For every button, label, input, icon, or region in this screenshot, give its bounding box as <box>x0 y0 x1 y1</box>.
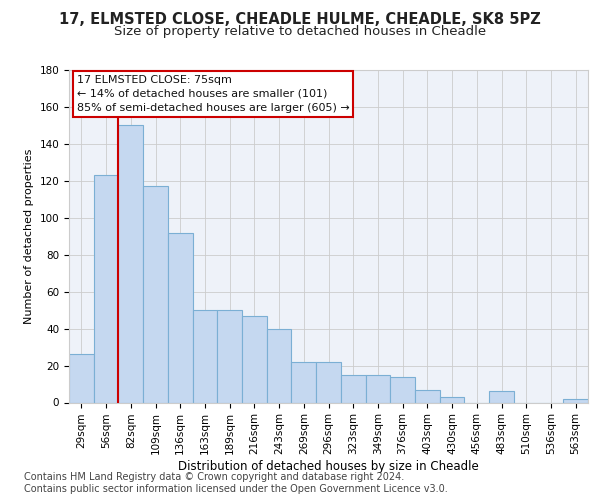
Bar <box>390 376 415 402</box>
Bar <box>415 390 440 402</box>
X-axis label: Distribution of detached houses by size in Cheadle: Distribution of detached houses by size … <box>178 460 479 473</box>
Text: 17, ELMSTED CLOSE, CHEADLE HULME, CHEADLE, SK8 5PZ: 17, ELMSTED CLOSE, CHEADLE HULME, CHEADL… <box>59 12 541 28</box>
Y-axis label: Number of detached properties: Number of detached properties <box>24 148 34 324</box>
Bar <box>341 375 365 402</box>
Bar <box>316 362 341 403</box>
Bar <box>193 310 217 402</box>
Bar <box>365 375 390 402</box>
Bar <box>267 328 292 402</box>
Bar <box>118 126 143 402</box>
Text: Contains HM Land Registry data © Crown copyright and database right 2024.: Contains HM Land Registry data © Crown c… <box>24 472 404 482</box>
Bar <box>143 186 168 402</box>
Text: 17 ELMSTED CLOSE: 75sqm
← 14% of detached houses are smaller (101)
85% of semi-d: 17 ELMSTED CLOSE: 75sqm ← 14% of detache… <box>77 75 350 113</box>
Bar <box>94 176 118 402</box>
Bar <box>440 397 464 402</box>
Bar <box>489 392 514 402</box>
Bar <box>217 310 242 402</box>
Text: Contains public sector information licensed under the Open Government Licence v3: Contains public sector information licen… <box>24 484 448 494</box>
Bar <box>69 354 94 403</box>
Bar <box>292 362 316 403</box>
Bar <box>168 232 193 402</box>
Bar <box>242 316 267 402</box>
Bar <box>563 399 588 402</box>
Text: Size of property relative to detached houses in Cheadle: Size of property relative to detached ho… <box>114 25 486 38</box>
